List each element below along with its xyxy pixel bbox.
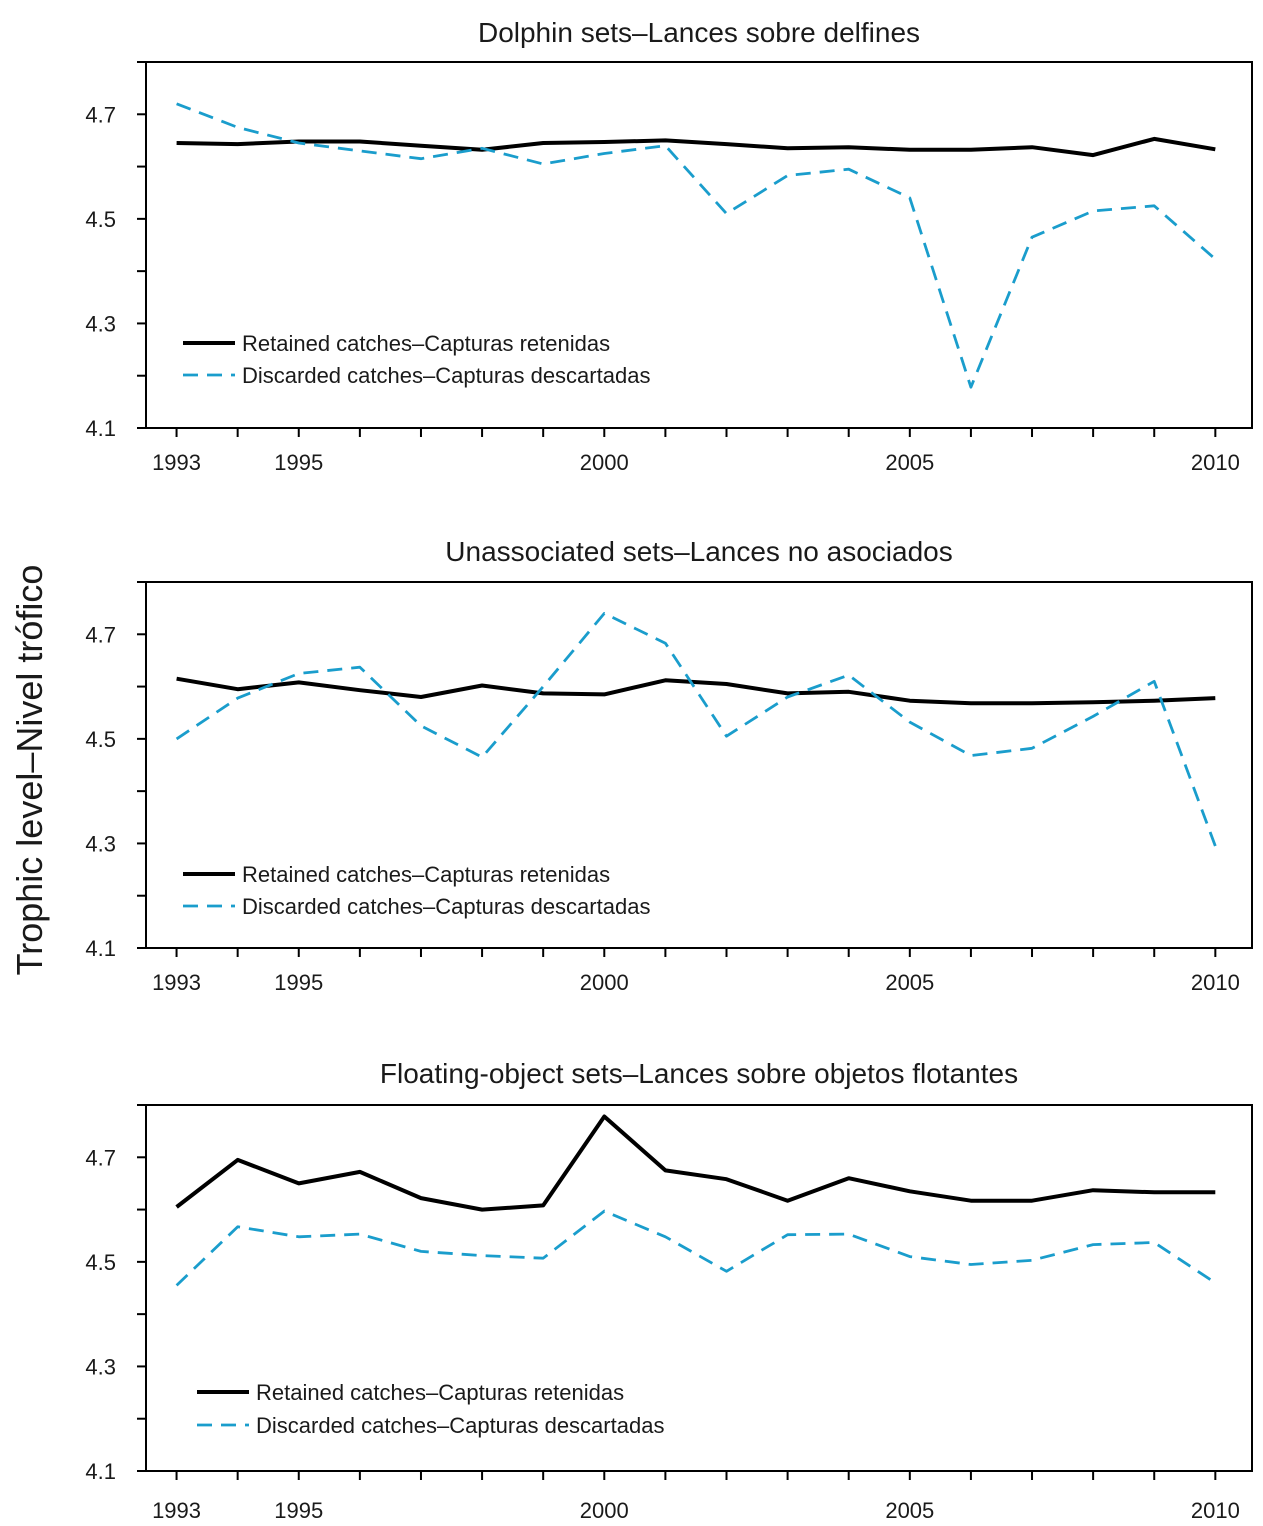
y-tick-label: 4.3 [85,311,116,336]
x-tick-label: 1995 [274,970,323,995]
y-tick-label: 4.3 [85,1354,116,1379]
panel-title: Unassociated sets–Lances no asociados [445,536,952,567]
x-tick-label: 1995 [274,450,323,475]
x-tick-label: 2005 [885,970,934,995]
chart-panel-1: Dolphin sets–Lances sobre delfines 4.1 4.3… [85,17,1253,475]
chart-panel-2: Unassociated sets–Lances no asociados 4.1… [85,536,1253,995]
y-tick-label: 4.3 [85,831,116,856]
retained-series-line [175,1114,1216,1212]
x-tick-label: 2010 [1191,450,1240,475]
y-tick-label: 4.7 [85,1145,116,1170]
x-tick-label: 1995 [274,1498,323,1523]
x-tick-label: 2000 [580,970,629,995]
x-tick-label: 2010 [1191,1498,1240,1523]
retained-series-line [176,676,1216,706]
legend-label-discarded: Discarded catches–Capturas descartadas [242,894,650,919]
discarded-series-line [176,102,1217,389]
discarded-series-line [175,1209,1217,1287]
chart-panel-3: Floating-object sets–Lances sobre objeto… [85,1058,1253,1523]
discarded-series-line [175,612,1217,847]
x-tick-label: 1993 [152,1498,201,1523]
plot-frame [145,581,1253,949]
legend-label-discarded: Discarded catches–Capturas descartadas [256,1413,664,1438]
retained-series-line [176,136,1216,158]
x-tick-label: 1993 [152,970,201,995]
y-tick-label: 4.7 [85,102,116,127]
x-tick-label: 2010 [1191,970,1240,995]
legend-label-retained: Retained catches–Capturas retenidas [242,862,610,887]
panel-title: Dolphin sets–Lances sobre delfines [478,17,920,48]
y-tick-label: 4.5 [85,1250,116,1275]
y-tick-label: 4.7 [85,622,116,647]
x-tick-label: 2000 [580,1498,629,1523]
chart-panels: Dolphin sets–Lances sobre delfines 4.1 4.3… [85,17,1253,1523]
y-tick-label: 4.5 [85,207,116,232]
legend: Retained catches–Capturas retenidas Disca… [183,862,650,919]
legend-label-retained: Retained catches–Capturas retenidas [256,1380,624,1405]
y-axis-label: Trophic level–Nivel trófico [9,565,50,976]
x-tick-label: 2005 [885,450,934,475]
y-tick-label: 4.1 [85,416,116,441]
panel-title: Floating-object sets–Lances sobre objeto… [380,1058,1018,1089]
x-tick-label: 2000 [580,450,629,475]
y-tick-label: 4.1 [85,1459,116,1484]
x-tick-label: 2005 [885,1498,934,1523]
legend-label-discarded: Discarded catches–Capturas descartadas [242,363,650,388]
legend-label-retained: Retained catches–Capturas retenidas [242,331,610,356]
plot-frame [145,61,1253,429]
legend: Retained catches–Capturas retenidas Disca… [183,331,650,388]
legend: Retained catches–Capturas retenidas Disca… [197,1380,664,1438]
y-tick-label: 4.5 [85,727,116,752]
plot-frame [145,1104,1253,1472]
y-tick-label: 4.1 [85,936,116,961]
x-tick-label: 1993 [152,450,201,475]
